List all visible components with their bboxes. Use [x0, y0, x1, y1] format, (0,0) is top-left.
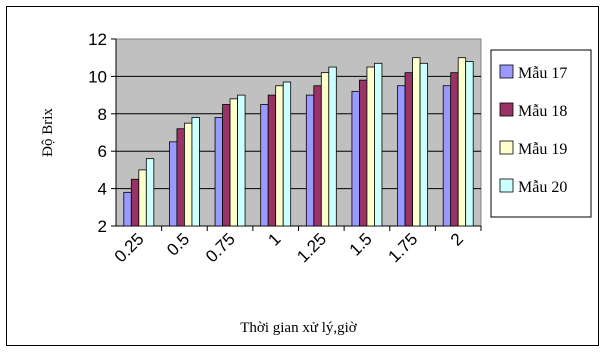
- bar-4-1: [145, 158, 155, 227]
- bar-2-7: [404, 72, 413, 227]
- bar-2-3: [222, 104, 231, 227]
- y-tick-label-2: 2: [98, 217, 107, 236]
- bar-2-4: [267, 94, 277, 227]
- bar-3-4: [275, 85, 284, 227]
- bar-1-5: [305, 94, 315, 227]
- y-tick-label-12: 12: [88, 30, 107, 49]
- legend-label-4: Mẫu 20: [518, 179, 567, 196]
- bar-1-2: [169, 141, 178, 227]
- y-tick-label-4: 4: [98, 180, 107, 199]
- bar-1-7: [397, 85, 406, 227]
- bar-3-6: [366, 66, 375, 227]
- y-axis-title: Độ Brix: [40, 108, 56, 157]
- x-tick-label-8: 2: [447, 229, 467, 249]
- x-axis-title: Thời gian xử lý,giờ: [240, 320, 358, 336]
- bar-2-6: [359, 79, 368, 227]
- bar-4-7: [419, 62, 428, 227]
- x-tick-label-4: 1: [264, 229, 284, 249]
- legend-swatch-1: [499, 64, 514, 79]
- bar-2-8: [450, 72, 459, 227]
- x-tick-label-2: 0.5: [163, 229, 193, 259]
- legend-label-2: Mẫu 18: [518, 103, 567, 120]
- bar-3-7: [412, 57, 421, 227]
- bar-4-8: [465, 61, 474, 227]
- bar-3-2: [184, 122, 193, 227]
- bar-3-8: [457, 57, 467, 227]
- bar-1-1: [123, 191, 132, 227]
- bar-4-5: [328, 66, 337, 227]
- bar-1-4: [260, 104, 269, 227]
- bar-2-2: [176, 128, 185, 227]
- y-tick-label-10: 10: [88, 67, 107, 86]
- legend-swatch-3: [499, 140, 514, 155]
- x-tick-label-5: 1.25: [293, 229, 330, 266]
- bar-1-8: [442, 85, 452, 227]
- bar-3-1: [138, 169, 147, 227]
- y-tick-label-8: 8: [98, 105, 107, 124]
- x-tick-label-3: 0.75: [202, 229, 239, 266]
- bar-2-1: [130, 178, 140, 227]
- x-tick-label-6: 1.5: [346, 229, 376, 259]
- chart-svg: 2 4 6 8 10 12 0.25 0.5 0.75 1 1.25 1.5 1.75 2 Độ Brix T…: [40, 30, 592, 336]
- legend-swatch-2: [499, 102, 514, 117]
- bar-3-5: [320, 72, 330, 227]
- x-tick-label-1: 0.25: [111, 229, 148, 266]
- legend-swatch-4: [499, 178, 514, 193]
- y-tick-label-6: 6: [98, 142, 107, 161]
- bar-4-2: [191, 117, 200, 227]
- bar-4-6: [374, 62, 383, 227]
- legend-label-3: Mẫu 19: [518, 141, 567, 158]
- bar-3-3: [229, 98, 238, 227]
- bar-1-6: [351, 90, 360, 227]
- bar-2-5: [313, 85, 322, 227]
- legend-label-1: Mẫu 17: [518, 65, 567, 82]
- bar-4-4: [282, 81, 292, 227]
- bar-4-3: [237, 94, 246, 227]
- x-tick-label-7: 1.75: [385, 229, 422, 266]
- chart-frame: 2 4 6 8 10 12 0.25 0.5 0.75 1 1.25 1.5 1.75 2 Độ Brix T…: [6, 6, 599, 346]
- bar-1-3: [214, 117, 223, 227]
